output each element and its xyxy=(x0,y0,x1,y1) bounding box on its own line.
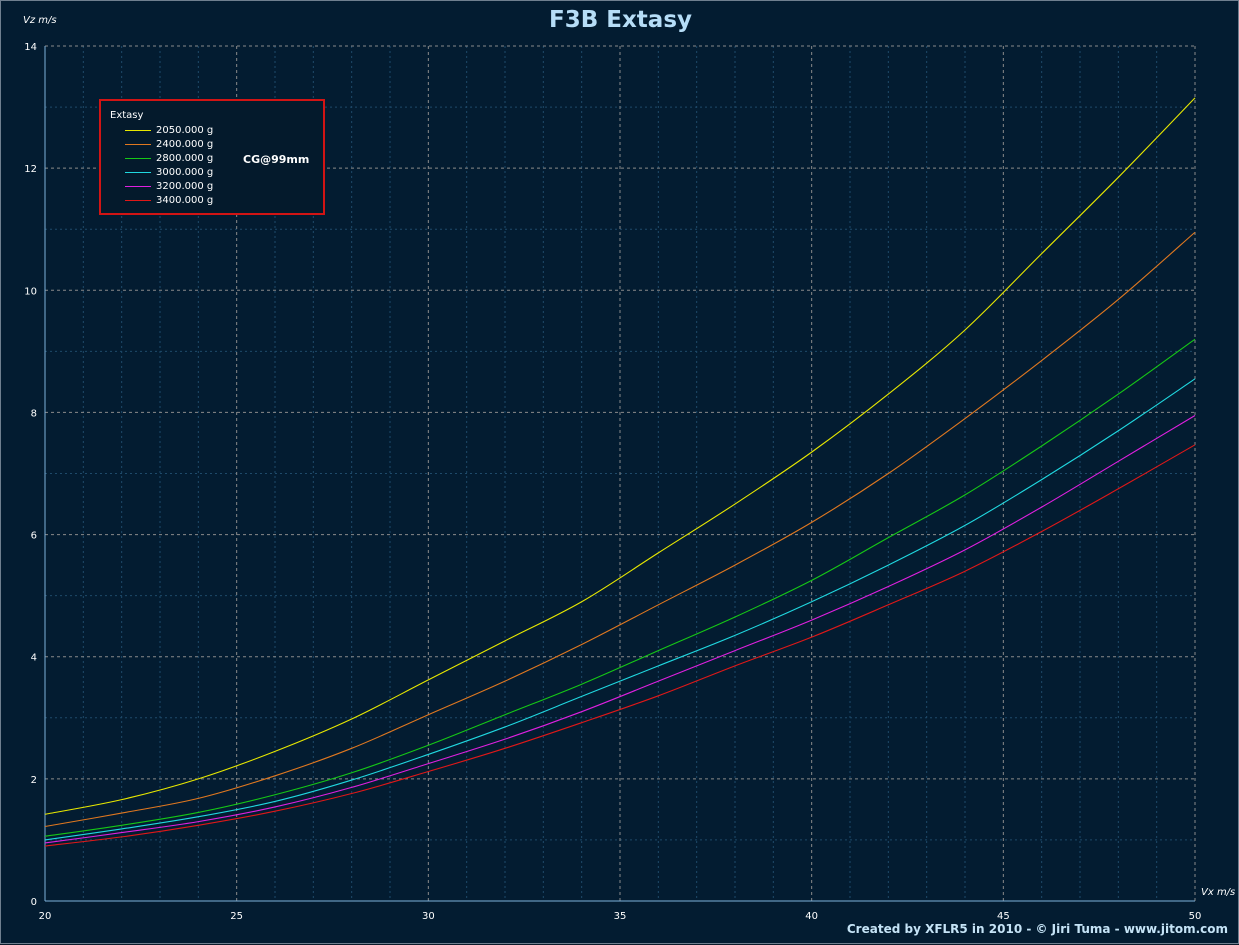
y-axis-label: Vz m/s xyxy=(23,15,57,26)
series-line xyxy=(44,378,1196,841)
x-tick-label: 20 xyxy=(39,911,52,922)
legend-item: 2400.000 g xyxy=(125,138,265,152)
legend: Extasy 2050.000 g 2400.000 g 2800.000 g … xyxy=(99,99,325,215)
y-tick-label: 8 xyxy=(31,408,37,419)
series-line xyxy=(44,444,1196,847)
legend-item: 3200.000 g xyxy=(125,180,265,194)
chart-title: F3B Extasy xyxy=(549,7,692,33)
y-tick-label: 12 xyxy=(24,164,37,175)
x-tick-label: 40 xyxy=(805,911,818,922)
legend-label: 2400.000 g xyxy=(156,139,214,150)
y-tick-label: 14 xyxy=(24,42,37,53)
x-tick-label: 25 xyxy=(230,911,243,922)
legend-item: 2800.000 g xyxy=(125,152,265,166)
legend-item: 2050.000 g xyxy=(125,124,265,138)
y-tick-label: 10 xyxy=(24,286,37,297)
x-axis-label: Vx m/s xyxy=(1201,887,1235,898)
x-tick-label: 45 xyxy=(997,911,1010,922)
cg-annotation: CG@99mm xyxy=(243,153,310,166)
x-tick-label: 35 xyxy=(614,911,627,922)
legend-item: 3400.000 g xyxy=(125,194,265,208)
series-line xyxy=(44,97,1196,815)
legend-swatch xyxy=(125,200,151,201)
y-tick-label: 6 xyxy=(31,531,37,542)
y-tick-label: 2 xyxy=(31,775,37,786)
legend-label: 3200.000 g xyxy=(156,181,214,192)
x-tick-label: 50 xyxy=(1189,911,1202,922)
legend-label: 2050.000 g xyxy=(156,125,214,136)
credit-text: Created by XFLR5 in 2010 - © Jiri Tuma -… xyxy=(846,922,1228,936)
legend-swatch xyxy=(125,172,151,173)
legend-swatch xyxy=(125,158,151,159)
legend-item: 3000.000 g xyxy=(125,166,265,180)
series-line xyxy=(44,338,1196,837)
series-line xyxy=(44,415,1196,844)
x-tick-label: 30 xyxy=(422,911,435,922)
series-line xyxy=(44,231,1196,828)
legend-swatch xyxy=(125,144,151,145)
legend-swatch xyxy=(125,130,151,131)
legend-label: 3400.000 g xyxy=(156,195,214,206)
legend-label: 2800.000 g xyxy=(156,153,214,164)
y-tick-label: 4 xyxy=(31,653,37,664)
legend-label: 3000.000 g xyxy=(156,167,214,178)
legend-swatch xyxy=(125,186,151,187)
legend-title: Extasy xyxy=(110,110,144,121)
y-tick-label: 0 xyxy=(31,897,37,908)
